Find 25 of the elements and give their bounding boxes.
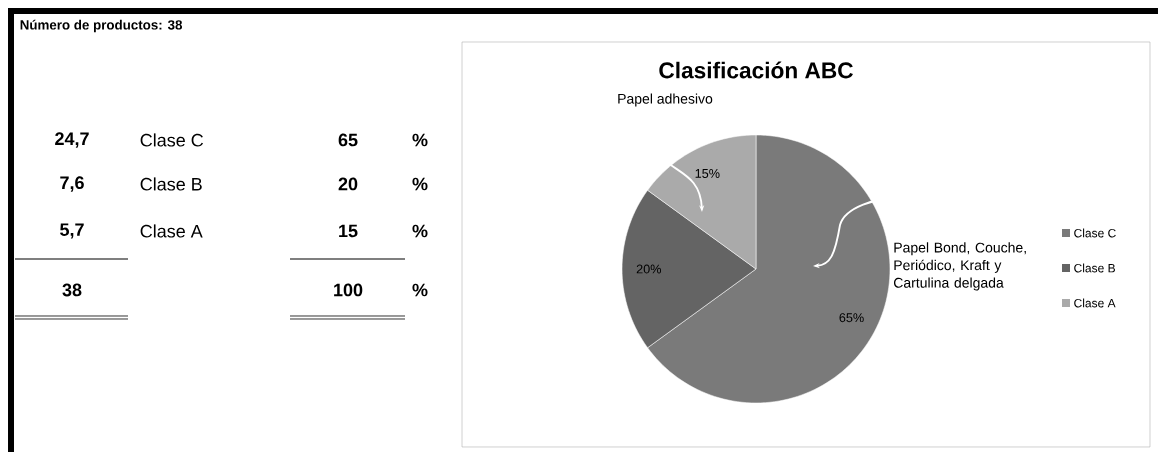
text: Papel adhesivo xyxy=(618,93,713,107)
text: % xyxy=(412,283,428,297)
data-label: 15% xyxy=(695,169,720,178)
text: Número de productos: 38 xyxy=(20,19,183,33)
text: 15 xyxy=(339,224,358,238)
text: Clase B xyxy=(140,177,202,191)
text: 24,7 xyxy=(55,132,89,148)
legend-label: Clase C xyxy=(1074,228,1116,238)
data-label: 20% xyxy=(636,264,662,274)
legend-label: Clase A xyxy=(1074,298,1116,308)
chart-title: Clasificación ABC xyxy=(659,61,853,79)
text: % xyxy=(412,177,428,191)
text: 20 xyxy=(338,177,358,191)
text: % xyxy=(412,224,428,238)
legend-label: Clase B xyxy=(1074,263,1115,273)
text: 7,6 xyxy=(60,176,84,192)
text: Clase C xyxy=(140,133,204,147)
text: 38 xyxy=(62,283,82,297)
text: Clase A xyxy=(140,224,203,238)
text: Papel Bond, Couche, Periódico, Kraft y Cartulina delgada xyxy=(893,242,1026,291)
text: 5,7 xyxy=(60,223,84,239)
text: 100 xyxy=(334,283,363,297)
data-label: 65% xyxy=(839,313,864,323)
text: % xyxy=(412,133,428,147)
text: 65 xyxy=(338,133,358,147)
